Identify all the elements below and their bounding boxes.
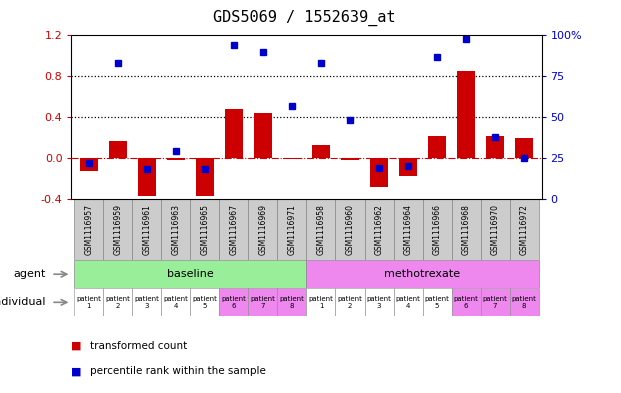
Text: patient
1: patient 1 [309,296,333,309]
Bar [457,71,475,158]
FancyBboxPatch shape [335,199,365,260]
FancyBboxPatch shape [307,288,335,316]
Text: methotrexate: methotrexate [384,269,461,279]
Text: patient
7: patient 7 [250,296,275,309]
Bar [283,158,301,159]
Text: individual: individual [0,298,45,307]
FancyBboxPatch shape [278,199,307,260]
Text: transformed count: transformed count [90,341,188,351]
FancyBboxPatch shape [278,288,307,316]
FancyBboxPatch shape [75,260,307,288]
Text: GSM1116968: GSM1116968 [461,204,471,255]
Text: GSM1116971: GSM1116971 [288,204,296,255]
Text: GSM1116958: GSM1116958 [317,204,325,255]
Text: GSM1116967: GSM1116967 [229,204,238,255]
Text: patient
6: patient 6 [222,296,247,309]
Text: ■: ■ [71,366,82,376]
Text: patient
3: patient 3 [134,296,160,309]
Text: patient
4: patient 4 [163,296,188,309]
Bar [370,158,388,187]
Text: GSM1116957: GSM1116957 [84,204,93,255]
Text: GSM1116962: GSM1116962 [374,204,384,255]
Text: patient
1: patient 1 [76,296,101,309]
Text: GSM1116964: GSM1116964 [404,204,412,255]
Text: GSM1116969: GSM1116969 [258,204,268,255]
FancyBboxPatch shape [248,199,278,260]
FancyBboxPatch shape [161,288,191,316]
Bar [109,141,127,158]
FancyBboxPatch shape [422,288,451,316]
FancyBboxPatch shape [510,288,538,316]
FancyBboxPatch shape [132,288,161,316]
Text: patient
8: patient 8 [512,296,537,309]
Bar [196,158,214,196]
FancyBboxPatch shape [394,288,422,316]
FancyBboxPatch shape [191,288,219,316]
FancyBboxPatch shape [191,199,219,260]
Text: patient
7: patient 7 [483,296,507,309]
FancyBboxPatch shape [103,199,132,260]
Text: GSM1116960: GSM1116960 [345,204,355,255]
FancyBboxPatch shape [307,199,335,260]
Text: GSM1116965: GSM1116965 [201,204,209,255]
FancyBboxPatch shape [481,199,510,260]
FancyBboxPatch shape [248,288,278,316]
Text: GSM1116961: GSM1116961 [142,204,152,255]
FancyBboxPatch shape [365,199,394,260]
Text: patient
6: patient 6 [453,296,479,309]
Text: patient
5: patient 5 [425,296,450,309]
Text: GSM1116970: GSM1116970 [491,204,499,255]
FancyBboxPatch shape [451,288,481,316]
FancyBboxPatch shape [132,199,161,260]
Text: patient
2: patient 2 [338,296,363,309]
FancyBboxPatch shape [510,199,538,260]
Text: GSM1116959: GSM1116959 [114,204,122,255]
FancyBboxPatch shape [307,260,538,288]
Bar [167,158,184,160]
FancyBboxPatch shape [481,288,510,316]
Bar [254,113,271,158]
Text: GDS5069 / 1552639_at: GDS5069 / 1552639_at [213,10,396,26]
Text: patient
3: patient 3 [366,296,391,309]
Bar [225,109,243,158]
Bar [399,158,417,176]
FancyBboxPatch shape [75,199,103,260]
Text: patient
2: patient 2 [106,296,130,309]
Bar [138,158,156,196]
FancyBboxPatch shape [219,288,248,316]
Text: patient
5: patient 5 [193,296,217,309]
Text: percentile rank within the sample: percentile rank within the sample [90,366,266,376]
Bar [428,136,446,158]
FancyBboxPatch shape [161,199,191,260]
Text: baseline: baseline [167,269,214,279]
FancyBboxPatch shape [422,199,451,260]
FancyBboxPatch shape [75,288,103,316]
Text: ■: ■ [71,341,82,351]
Text: GSM1116972: GSM1116972 [520,204,528,255]
Text: GSM1116963: GSM1116963 [171,204,180,255]
Text: patient
4: patient 4 [396,296,420,309]
Text: patient
8: patient 8 [279,296,304,309]
Text: GSM1116966: GSM1116966 [433,204,442,255]
Bar [486,136,504,158]
FancyBboxPatch shape [103,288,132,316]
FancyBboxPatch shape [335,288,365,316]
Bar [80,158,97,171]
Bar [312,145,330,158]
FancyBboxPatch shape [394,199,422,260]
FancyBboxPatch shape [451,199,481,260]
FancyBboxPatch shape [219,199,248,260]
Bar [342,158,359,160]
FancyBboxPatch shape [365,288,394,316]
Text: agent: agent [13,269,45,279]
Bar [515,138,533,158]
